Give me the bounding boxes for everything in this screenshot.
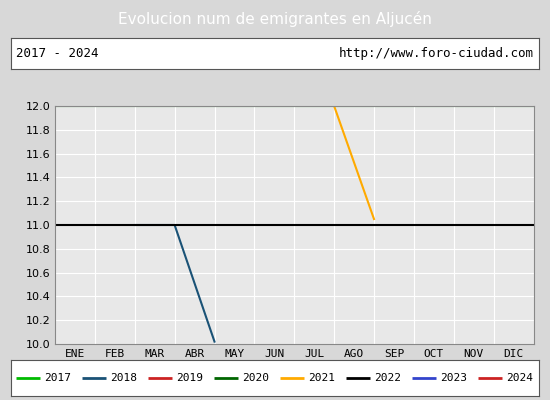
Text: 2017: 2017 bbox=[44, 373, 71, 383]
Text: 2017 - 2024: 2017 - 2024 bbox=[16, 47, 99, 60]
Text: 2019: 2019 bbox=[176, 373, 203, 383]
Text: 2021: 2021 bbox=[308, 373, 335, 383]
Text: 2018: 2018 bbox=[110, 373, 137, 383]
Text: 2022: 2022 bbox=[374, 373, 401, 383]
Text: 2024: 2024 bbox=[506, 373, 533, 383]
Text: Evolucion num de emigrantes en Aljucén: Evolucion num de emigrantes en Aljucén bbox=[118, 11, 432, 27]
Text: 2023: 2023 bbox=[440, 373, 467, 383]
Text: 2020: 2020 bbox=[242, 373, 269, 383]
Text: http://www.foro-ciudad.com: http://www.foro-ciudad.com bbox=[339, 47, 534, 60]
